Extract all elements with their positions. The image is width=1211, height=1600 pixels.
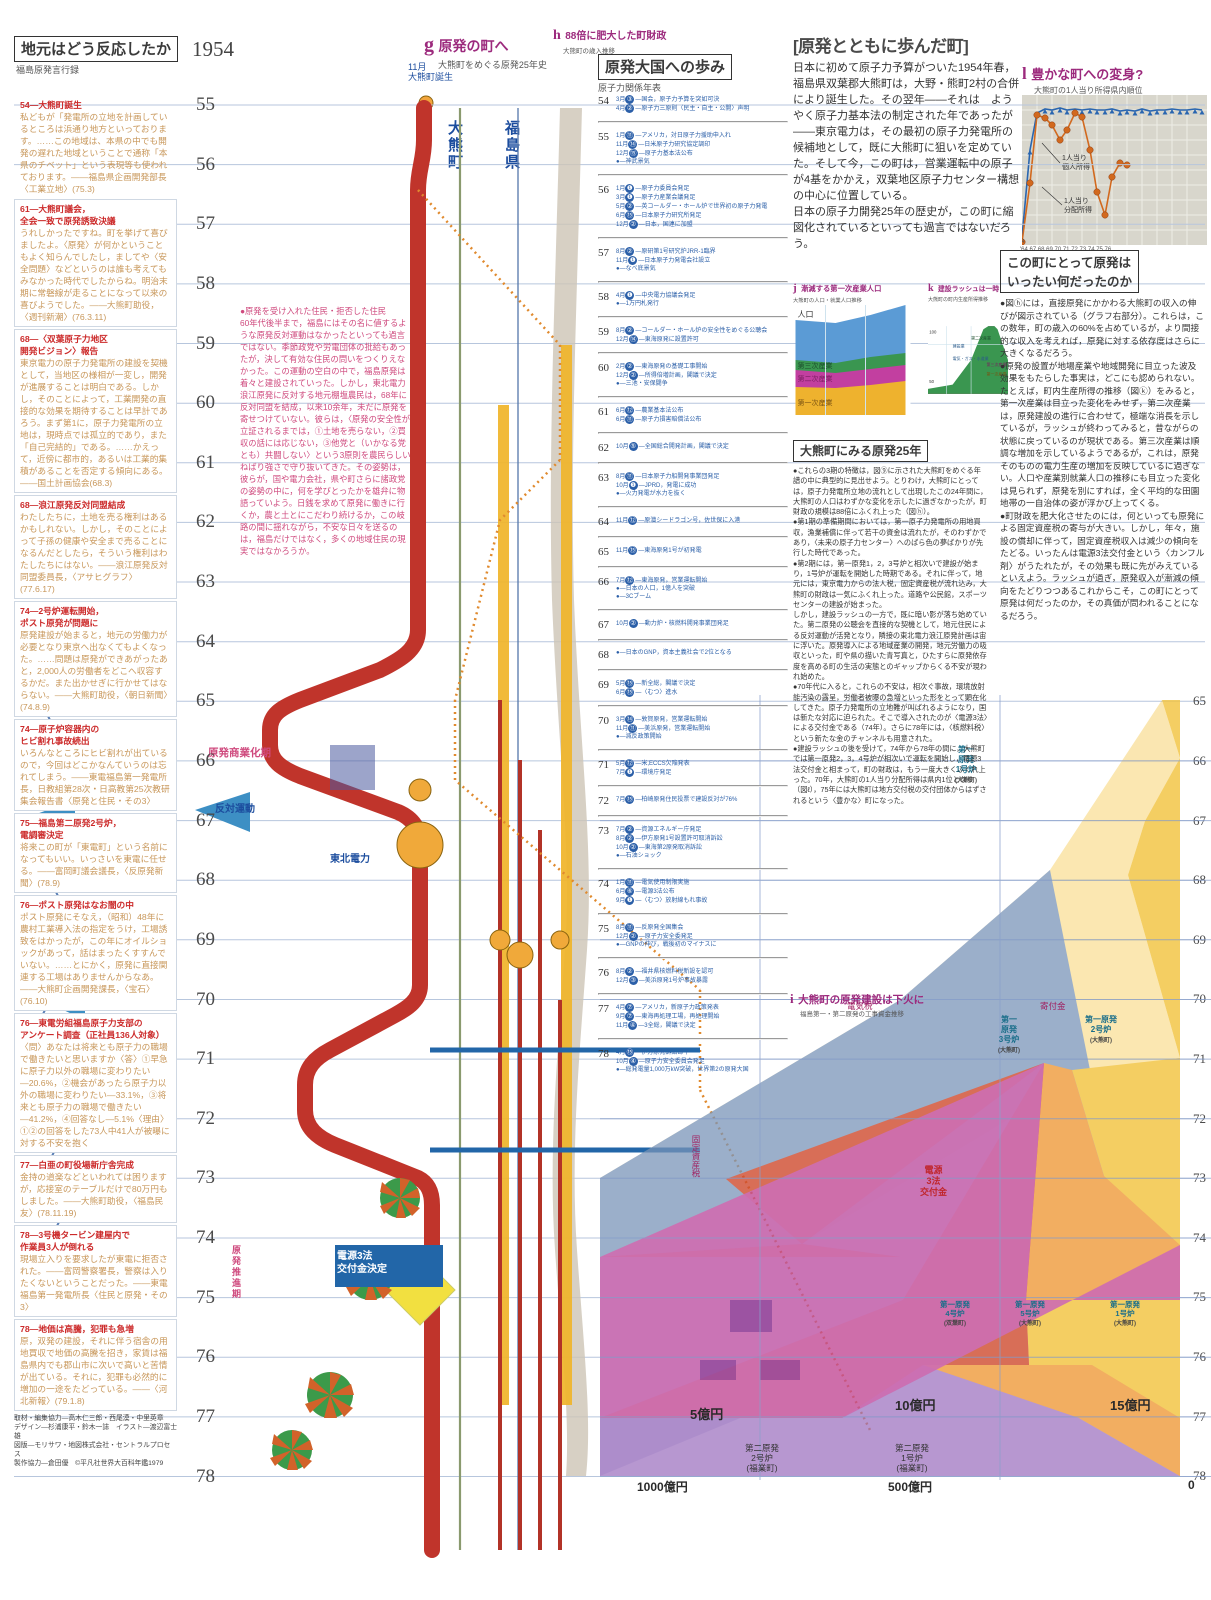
- svg-text:建設業: 建設業: [953, 343, 965, 349]
- svg-text:'64: '64: [1022, 239, 1025, 245]
- svg-text:第二次産業: 第二次産業: [971, 335, 991, 341]
- svg-text:第三次産業: 第三次産業: [798, 361, 833, 370]
- svg-text:100: 100: [929, 330, 937, 335]
- svg-text:第二次産業: 第二次産業: [798, 374, 833, 383]
- svg-text:個人所得: 個人所得: [1062, 162, 1090, 171]
- svg-text:人口: 人口: [798, 310, 814, 319]
- svg-text:分配所得: 分配所得: [1064, 205, 1092, 214]
- svg-text:第一次産業: 第一次産業: [798, 398, 833, 407]
- svg-text:電気・ガス・水道業: 電気・ガス・水道業: [953, 355, 989, 361]
- svg-text:50: 50: [929, 379, 934, 384]
- svg-text:1人当り: 1人当り: [1062, 153, 1087, 162]
- svg-text:1人当り: 1人当り: [1064, 196, 1089, 205]
